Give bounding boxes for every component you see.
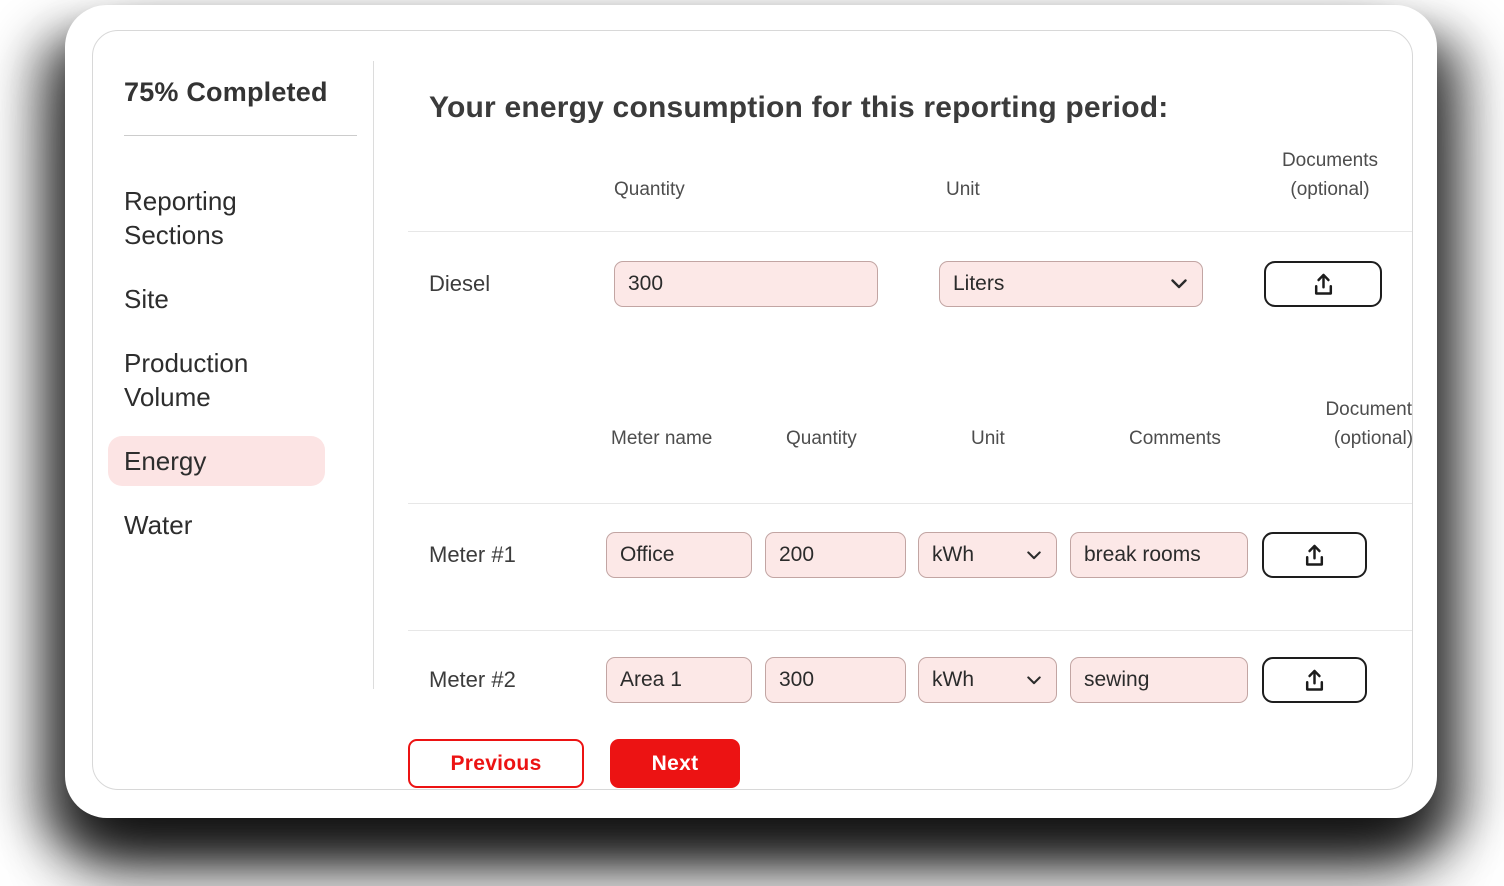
diesel-quantity-input[interactable]	[614, 261, 878, 307]
meter-header-documents: Documents (optional)	[1325, 399, 1413, 449]
meter-2-unit-value: kWh	[932, 668, 974, 691]
report-panel: 75% Completed Reporting Sections Site Pr…	[92, 30, 1413, 790]
meter-1-name-input[interactable]	[606, 532, 752, 578]
diesel-upload-button[interactable]	[1264, 261, 1382, 307]
meter-1-unit-value: kWh	[932, 543, 974, 566]
meter-2-upload-button[interactable]	[1262, 657, 1367, 703]
meter-header-name: Meter name	[611, 428, 713, 449]
footer-buttons: Previous Next	[408, 739, 1412, 788]
meter-header-comments: Comments	[1129, 428, 1221, 449]
meter-row-1: Meter #1 kWh	[429, 532, 1412, 578]
diesel-row-label: Diesel	[429, 271, 491, 296]
section-divider	[408, 503, 1412, 504]
progress-underline	[124, 135, 357, 136]
meter-2-comments-input[interactable]	[1070, 657, 1248, 703]
meter-1-unit-select[interactable]: kWh	[918, 532, 1057, 578]
report-card: 75% Completed Reporting Sections Site Pr…	[65, 5, 1437, 818]
fuel-header-row: Quantity Unit Documents (optional)	[429, 146, 1412, 204]
meter-1-upload-button[interactable]	[1262, 532, 1367, 578]
meter-1-comments-input[interactable]	[1070, 532, 1248, 578]
chevron-down-icon	[1027, 550, 1041, 559]
fuel-header-quantity: Quantity	[614, 179, 685, 200]
chevron-down-icon	[1171, 279, 1187, 289]
sidebar-item-water[interactable]: Water	[124, 510, 193, 540]
sidebar-item-energy[interactable]: Energy	[108, 436, 325, 486]
meter-2-unit-select[interactable]: kWh	[918, 657, 1057, 703]
previous-button[interactable]: Previous	[408, 739, 584, 788]
sidebar-item-site[interactable]: Site	[124, 284, 169, 314]
meter-2-name-input[interactable]	[606, 657, 752, 703]
sidebar: 75% Completed Reporting Sections Site Pr…	[93, 31, 374, 789]
meter-header-row: Meter name Quantity Unit Comments Docume…	[429, 395, 1413, 453]
meter-2-label: Meter #2	[429, 667, 516, 692]
upload-icon	[1314, 273, 1332, 295]
sidebar-item-production-volume[interactable]: Production Volume	[124, 348, 249, 412]
sidebar-divider	[373, 61, 374, 689]
meter-1-quantity-input[interactable]	[765, 532, 906, 578]
chevron-down-icon	[1027, 675, 1041, 684]
fuel-header-unit: Unit	[946, 179, 980, 200]
section-divider	[408, 231, 1412, 232]
main-content: Your energy consumption for this reporti…	[374, 31, 1413, 789]
fuel-header-documents: Documents (optional)	[1281, 150, 1379, 200]
upload-icon	[1305, 669, 1324, 691]
sidebar-nav: Reporting Sections Site Production Volum…	[108, 176, 374, 550]
meter-row-2: Meter #2 kWh	[429, 657, 1412, 703]
row-divider	[408, 630, 1412, 631]
upload-icon	[1305, 544, 1324, 566]
diesel-unit-select[interactable]: Liters	[939, 261, 1203, 307]
sidebar-item-reporting-sections[interactable]: Reporting Sections	[124, 186, 237, 250]
progress-label: 75% Completed	[124, 77, 328, 107]
meter-2-quantity-input[interactable]	[765, 657, 906, 703]
meter-header-unit: Unit	[971, 428, 1005, 449]
next-button[interactable]: Next	[610, 739, 740, 788]
meter-1-label: Meter #1	[429, 542, 516, 567]
diesel-row: Diesel Liters	[429, 261, 1412, 307]
meter-header-quantity: Quantity	[786, 428, 857, 449]
diesel-unit-value: Liters	[953, 272, 1005, 295]
page-title: Your energy consumption for this reporti…	[429, 91, 1169, 124]
